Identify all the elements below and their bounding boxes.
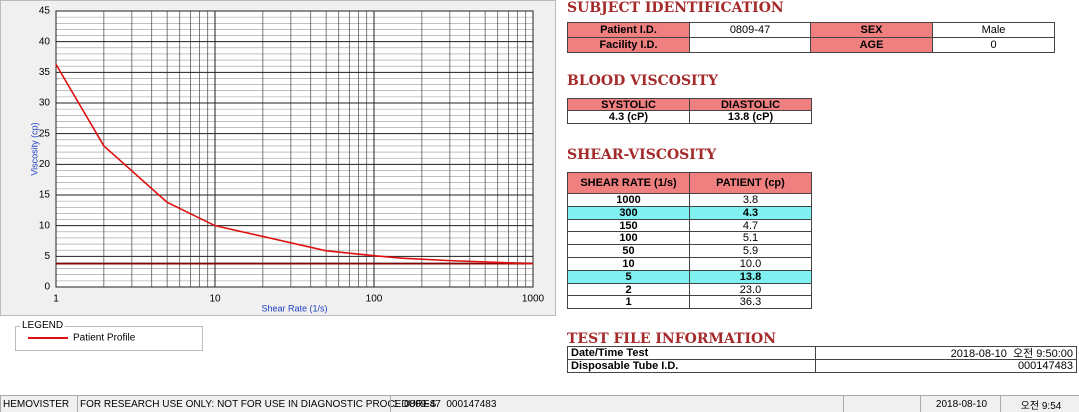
value-cell: 5.9 — [689, 244, 812, 258]
chart-panel: 0 5 10 15 20 25 30 35 40 45 1 10 100 1000 Shear Rate (… — [0, 0, 556, 316]
label-cell: 1 — [567, 295, 690, 310]
label-cell: 300 — [567, 205, 690, 220]
status-cell: FOR RESEARCH USE ONLY: NOT FOR USE IN DI… — [77, 396, 436, 412]
y-axis-label: Viscosity (cp) — [29, 122, 39, 175]
value-cell: 10.0 — [689, 257, 812, 271]
y-tick-label: 15 — [39, 190, 51, 201]
y-tick-label: 35 — [39, 67, 51, 78]
label-cell: Date/Time Test — [567, 346, 816, 360]
status-cell: HEMOVISTER — [0, 396, 77, 412]
value-cell: 13.8 — [689, 269, 812, 284]
label-cell: SEX — [810, 22, 933, 38]
value-cell: 2018-08-10 오전 9:50:00 — [815, 346, 1077, 360]
value-cell: 23.0 — [689, 282, 812, 297]
value-cell: 4.3 (cP) — [567, 110, 690, 124]
chart: 0 5 10 15 20 25 30 35 40 45 1 10 100 1000 Shear Rate (… — [29, 6, 545, 314]
label-cell: AGE — [810, 37, 933, 53]
label-cell: 1000 — [567, 193, 690, 207]
y-tick-label: 30 — [39, 98, 51, 109]
series-line — [55, 63, 534, 265]
section-title: TEST FILE INFORMATION — [567, 331, 777, 347]
legend-label: Patient Profile — [73, 333, 136, 344]
label-cell: Patient I.D. — [567, 22, 690, 38]
y-tick-label: 25 — [39, 128, 51, 139]
header-cell: SHEAR RATE (1/s) — [567, 172, 690, 194]
value-cell: 5.1 — [689, 231, 812, 246]
y-tick-label: 40 — [39, 36, 51, 47]
y-tick-label: 45 — [39, 6, 51, 17]
label-cell: Disposable Tube I.D. — [567, 359, 816, 373]
value-cell: 36.3 — [689, 295, 812, 310]
value-cell: 000147483 — [815, 359, 1077, 373]
value-cell: 4.7 — [689, 218, 812, 233]
label-cell: 150 — [567, 218, 690, 233]
status-bar — [0, 395, 1079, 412]
value-cell: 13.8 (cP) — [689, 110, 812, 124]
x-tick-label: 10 — [209, 294, 221, 305]
y-tick-label: 0 — [44, 282, 50, 293]
x-axis-label: Shear Rate (1/s) — [261, 303, 327, 313]
value-cell: 0809-47 — [689, 22, 811, 38]
section-title: SUBJECT IDENTIFICATION — [567, 0, 784, 16]
status-cell: 2018-08-10 — [920, 396, 1000, 412]
section-title: SHEAR-VISCOSITY — [567, 147, 717, 163]
label-cell: 50 — [567, 244, 690, 258]
label-cell: 2 — [567, 282, 690, 297]
plot-area — [55, 10, 534, 288]
x-tick-label: 100 — [366, 294, 383, 305]
label-cell: 10 — [567, 257, 690, 271]
value-cell: 4.3 — [689, 205, 812, 220]
legend-title: LEGEND — [20, 320, 66, 331]
legend: Patient Profile — [16, 327, 202, 350]
x-tick-label: 1 — [53, 294, 59, 305]
y-tick-label: 10 — [39, 220, 51, 231]
label-cell: Facility I.D. — [567, 37, 690, 53]
status-cell — [843, 396, 920, 412]
y-tick-label: 20 — [39, 159, 51, 170]
value-cell — [689, 37, 811, 53]
label-cell: 5 — [567, 269, 690, 284]
value-cell: Male — [932, 22, 1055, 38]
header-cell: PATIENT (cp) — [689, 172, 812, 194]
y-tick-label: 5 — [44, 251, 50, 262]
label-cell: 100 — [567, 231, 690, 246]
legend-svg: Patient Profile — [28, 333, 136, 344]
section-title: BLOOD VISCOSITY — [567, 73, 719, 89]
status-cell: 1 0809-47 000147483 — [390, 396, 843, 412]
value-cell: 3.8 — [689, 193, 812, 207]
status-cell: 오전 9:54 — [1000, 396, 1079, 412]
x-tick-label: 1000 — [522, 294, 545, 305]
value-cell: 0 — [932, 37, 1055, 53]
